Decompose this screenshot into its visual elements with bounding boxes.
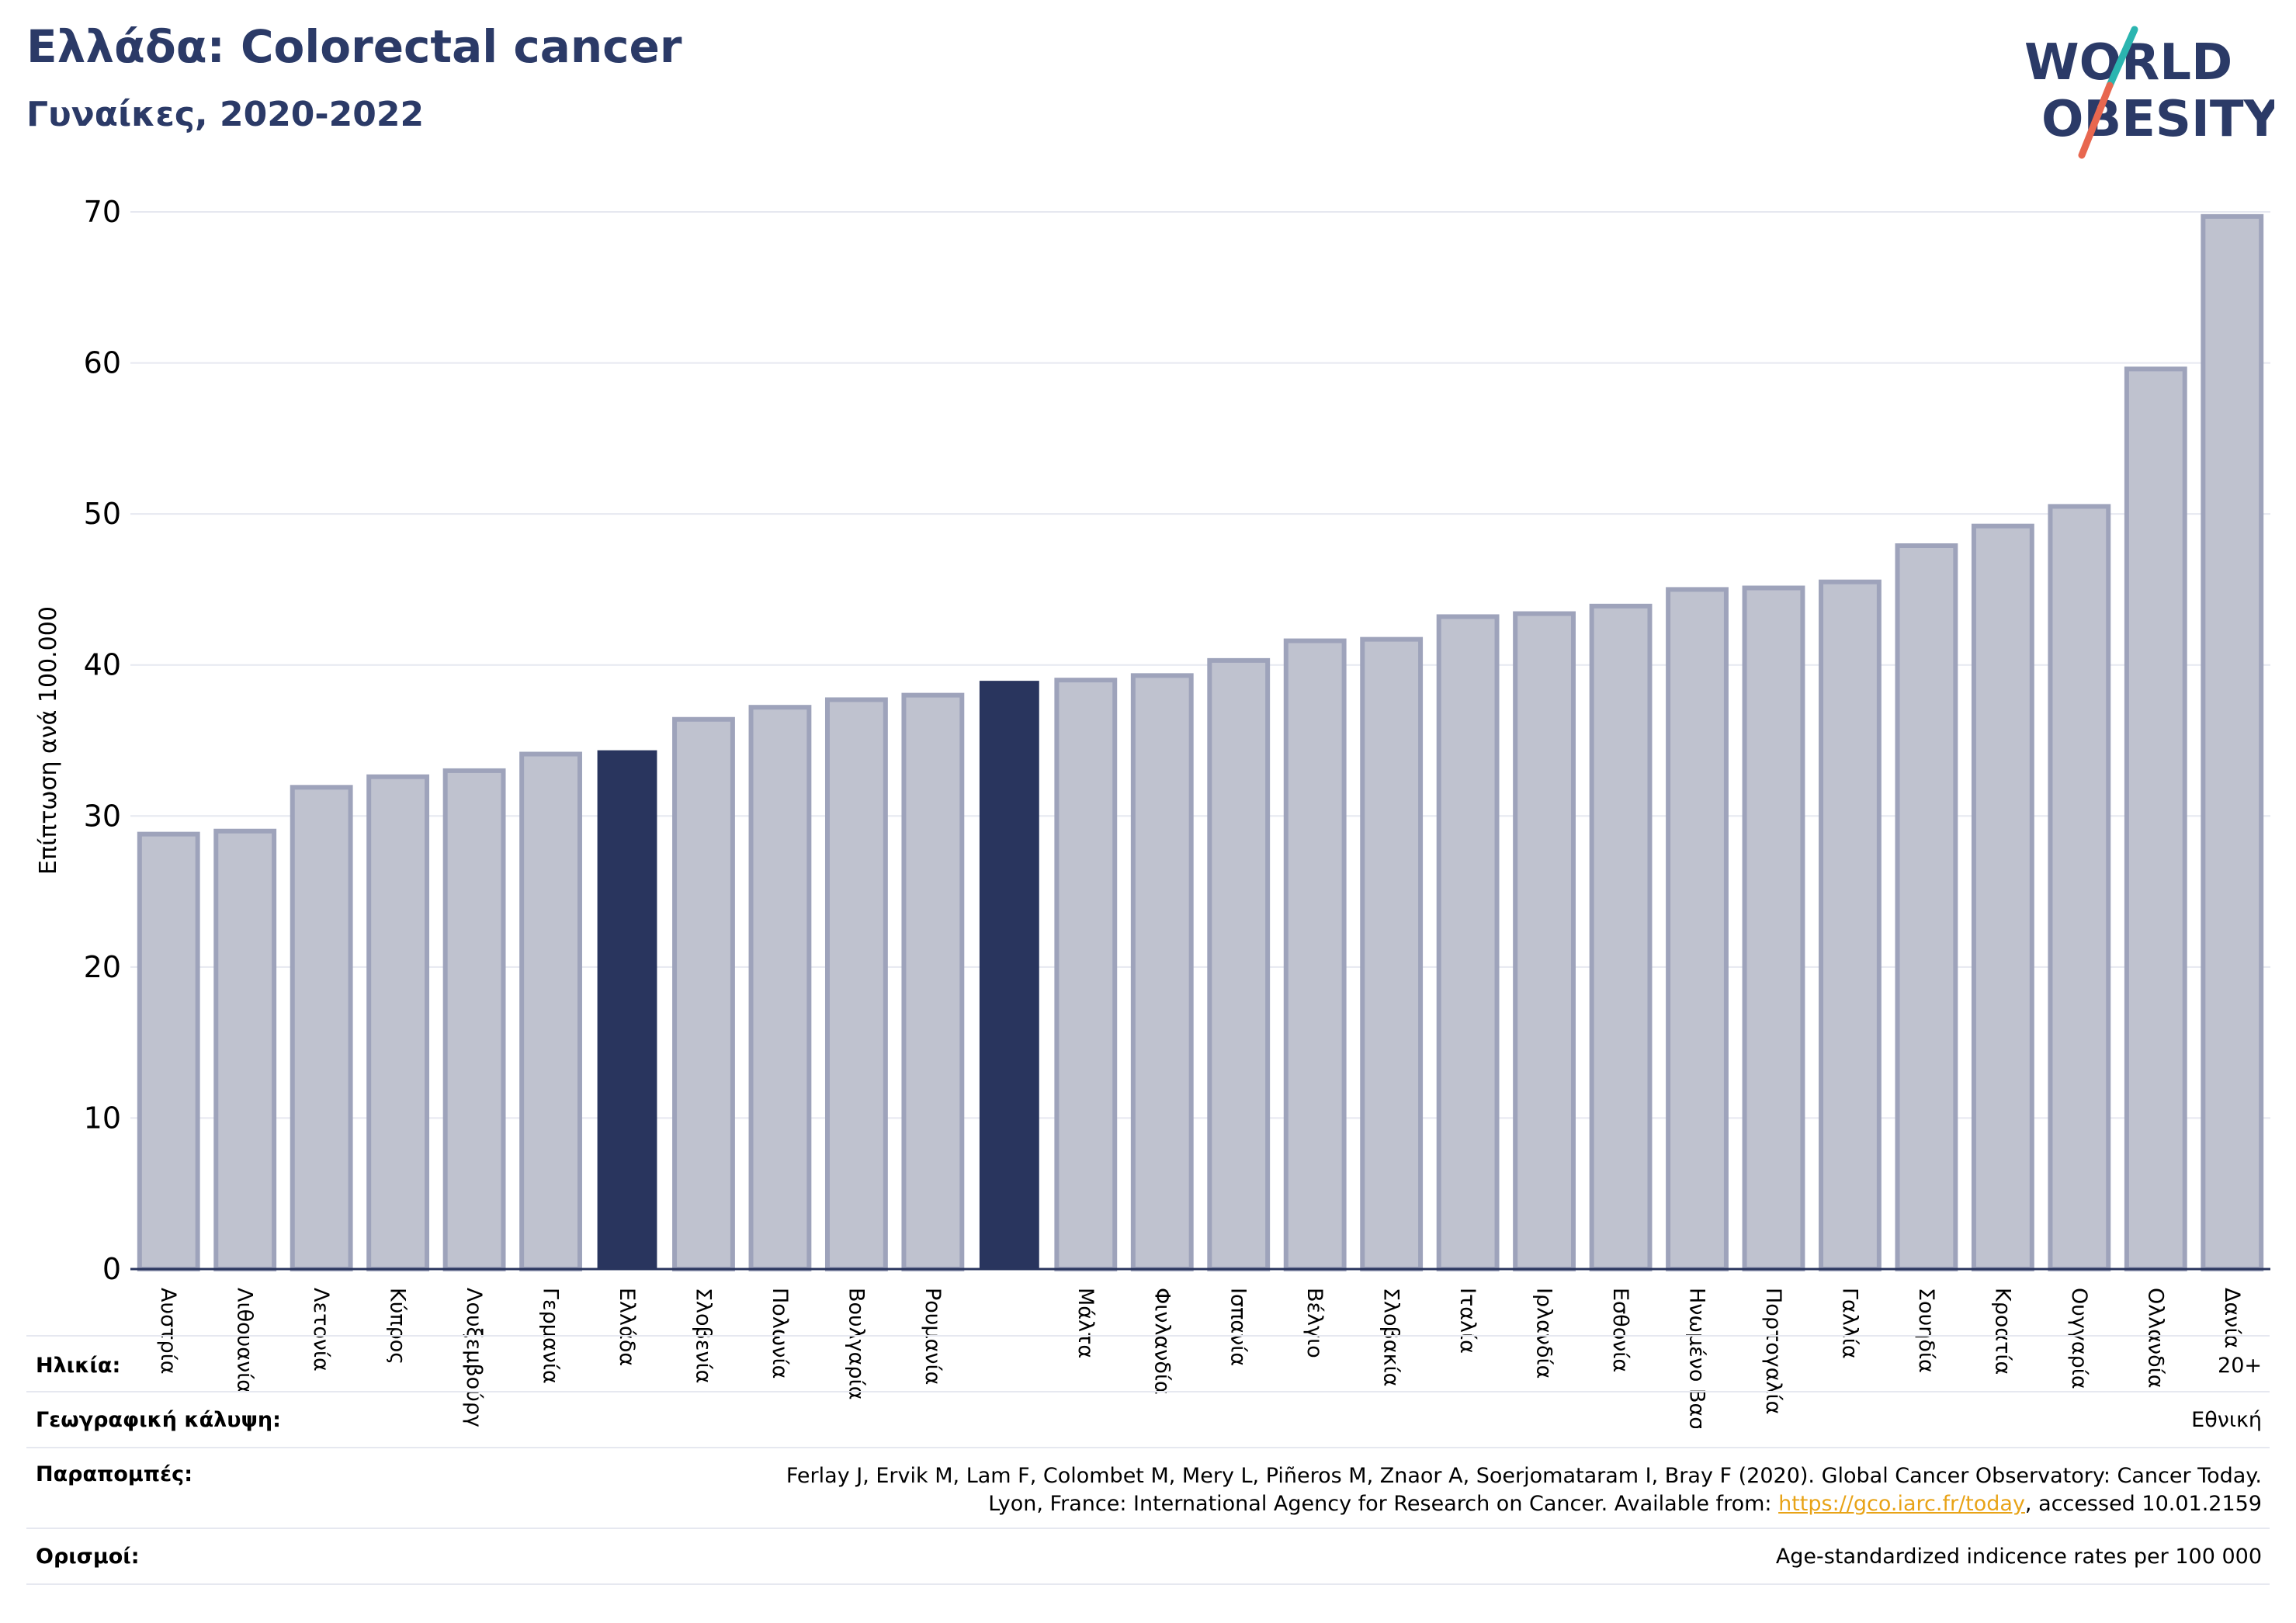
bar bbox=[1130, 673, 1194, 1271]
bar bbox=[1819, 579, 1882, 1271]
bar bbox=[979, 681, 1039, 1270]
bar bbox=[1360, 636, 1424, 1271]
x-tick-label: Ηνωμένο Βασίλειο bbox=[1685, 1288, 1709, 1428]
references-line2-post: , accessed 10.01.2159 bbox=[2024, 1492, 2262, 1516]
x-tick-label: Ιταλία bbox=[1455, 1288, 1479, 1354]
x-tick-label: Κύπρος bbox=[386, 1288, 410, 1365]
x-tick-label: Γαλλία bbox=[1837, 1288, 1861, 1359]
footer-definitions-value: Age-standardized indicence rates per 100… bbox=[1775, 1545, 2262, 1569]
x-tick-label: Ελλάδα bbox=[615, 1288, 639, 1366]
world-obesity-logo: WORLD OBESITY bbox=[2024, 26, 2274, 159]
bar bbox=[1513, 611, 1576, 1271]
y-tick-label: 40 bbox=[84, 648, 121, 682]
y-tick-label: 70 bbox=[84, 195, 121, 229]
footer-references-row: Παραπομπές: Ferlay J, Ervik M, Lam F, Co… bbox=[26, 1447, 2270, 1528]
bar bbox=[442, 768, 506, 1271]
references-link[interactable]: https://gco.iarc.fr/today bbox=[1778, 1492, 2025, 1516]
bar bbox=[366, 774, 430, 1271]
bar bbox=[2048, 504, 2111, 1271]
y-tick-label: 50 bbox=[84, 497, 121, 531]
bar bbox=[1971, 523, 2034, 1271]
bar bbox=[213, 828, 277, 1271]
bar bbox=[2201, 213, 2264, 1271]
bar bbox=[597, 750, 657, 1270]
footer-coverage-value: Εθνική bbox=[2191, 1408, 2262, 1432]
bar-chart: 0 10 20 30 40 50 60 70 Επίπτωση ανά 100.000 Αυστρ… bbox=[35, 195, 2270, 1428]
references-line2-pre: Lyon, France: International Agency for R… bbox=[988, 1492, 1779, 1516]
footer-references-value: Ferlay J, Ervik M, Lam F, Colombet M, Me… bbox=[786, 1462, 2262, 1518]
x-tick-label: Μάλτα bbox=[1073, 1288, 1098, 1358]
x-tick-label: Βουλγαρία bbox=[844, 1288, 868, 1400]
logo-line2: OBESITY bbox=[2041, 91, 2274, 148]
y-tick-label: 10 bbox=[84, 1101, 121, 1135]
x-tick-label: Πορτογαλία bbox=[1761, 1288, 1785, 1414]
y-tick-label: 60 bbox=[84, 346, 121, 380]
x-tick-label: Ολλανδία bbox=[2143, 1288, 2167, 1389]
bar bbox=[1054, 678, 1118, 1271]
x-tick-label: Σουηδία bbox=[1914, 1288, 1938, 1373]
x-tick-label: Φινλανδία bbox=[1150, 1288, 1174, 1395]
x-tick-label: Λετονία bbox=[309, 1288, 333, 1372]
x-tick-label: Λουξεμβούργο bbox=[462, 1288, 486, 1428]
x-tick-label: Ισπανία bbox=[1226, 1288, 1250, 1366]
footer-coverage-row: Γεωγραφική κάλυψη: Εθνική bbox=[26, 1391, 2270, 1447]
footer-age-row: Ηλικία: 20+ bbox=[26, 1335, 2270, 1391]
bar bbox=[1436, 614, 1500, 1271]
page-title: Ελλάδα: Colorectal cancer bbox=[26, 20, 682, 73]
bar bbox=[901, 692, 965, 1271]
y-tick-label: 0 bbox=[102, 1252, 121, 1286]
bar bbox=[2124, 366, 2187, 1272]
footer-age-value: 20+ bbox=[2218, 1354, 2262, 1378]
x-tick-label: Πολωνία bbox=[768, 1288, 792, 1379]
bar bbox=[748, 705, 812, 1271]
x-tick-label: Κροατία bbox=[1990, 1288, 2014, 1375]
x-tick-label: Ουγγαρία bbox=[2067, 1288, 2091, 1389]
references-line1: Ferlay J, Ervik M, Lam F, Colombet M, Me… bbox=[786, 1464, 2262, 1488]
page-subtitle: Γυναίκες, 2020-2022 bbox=[26, 95, 425, 134]
x-tick-label: Σλοβακία bbox=[1379, 1288, 1403, 1386]
bar bbox=[1207, 657, 1271, 1271]
bar bbox=[1283, 638, 1347, 1271]
x-tick-label: Εσθονία bbox=[1608, 1288, 1632, 1372]
bar bbox=[1589, 603, 1653, 1271]
footer-references-label: Παραπομπές: bbox=[36, 1462, 192, 1486]
y-tick-label: 30 bbox=[84, 799, 121, 833]
footer-definitions-label: Ορισμοί: bbox=[36, 1545, 140, 1569]
x-tick-label: Βέλγιο bbox=[1302, 1288, 1327, 1358]
bar bbox=[1895, 543, 1958, 1271]
bar bbox=[1666, 587, 1729, 1271]
bar bbox=[1742, 585, 1805, 1271]
x-tick-label: Ιρλανδία bbox=[1532, 1288, 1556, 1379]
footer-definitions-row: Ορισμοί: Age-standardized indicence rate… bbox=[26, 1528, 2270, 1585]
bar bbox=[824, 697, 888, 1271]
x-tick-label: Αυστρία bbox=[156, 1288, 180, 1375]
bar bbox=[519, 751, 582, 1271]
bar bbox=[290, 785, 353, 1271]
y-axis-label: Επίπτωση ανά 100.000 bbox=[35, 606, 62, 875]
bar bbox=[672, 716, 735, 1271]
footer-coverage-label: Γεωγραφική κάλυψη: bbox=[36, 1408, 281, 1432]
x-tick-label: Δανία bbox=[2220, 1288, 2244, 1348]
footer-age-label: Ηλικία: bbox=[36, 1354, 121, 1378]
y-tick-label: 20 bbox=[84, 950, 121, 984]
x-tick-label: Λιθουανία bbox=[233, 1288, 257, 1393]
bar bbox=[137, 831, 200, 1271]
